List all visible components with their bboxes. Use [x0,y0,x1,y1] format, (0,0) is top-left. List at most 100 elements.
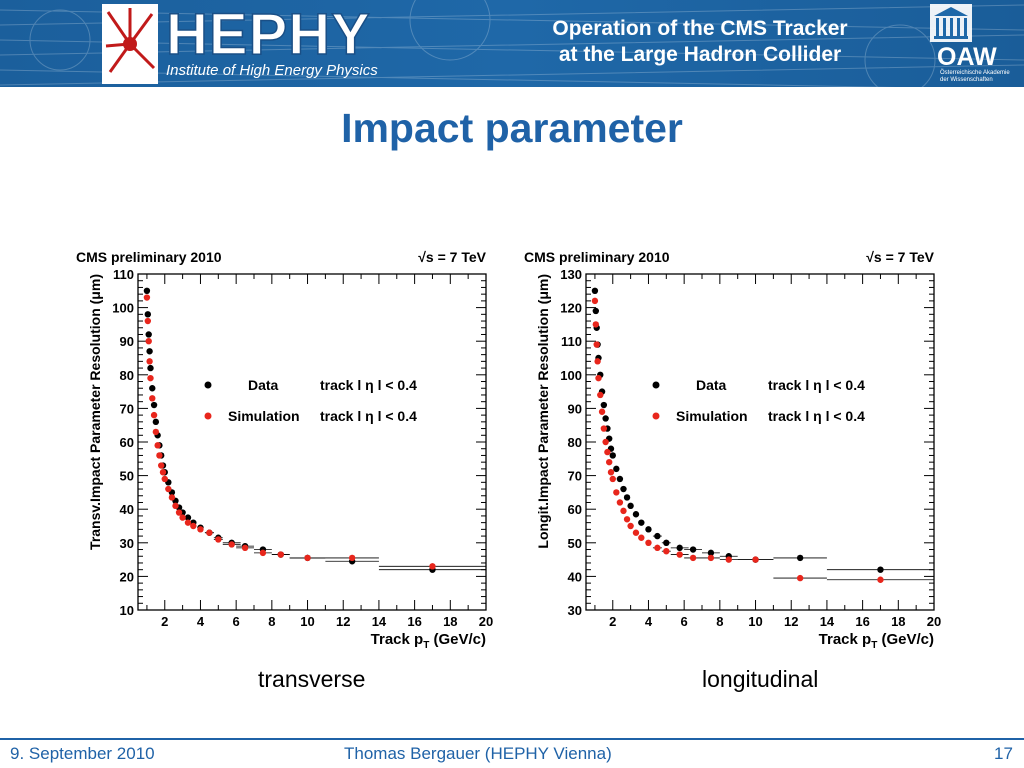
caption-transverse: transverse [258,666,366,692]
simulation-point [429,563,436,570]
legend-qualifier: track l η l < 0.4 [768,408,865,424]
data-point [600,401,608,409]
y-tick-label: 100 [560,368,582,383]
data-point [184,514,192,521]
data-point [632,511,640,518]
simulation-point [638,534,645,541]
data-point [676,544,683,552]
simulation-point [348,554,356,562]
data-point [654,532,661,540]
oaw-logo-text: OAW [937,43,997,71]
x-tick-label: 20 [927,614,941,629]
simulation-point [676,551,683,558]
simulation-point [604,448,611,456]
data-point [638,519,645,526]
simulation-point [175,509,183,516]
x-tick-label: 18 [443,614,457,629]
y-axis-label: Longit.Impact Parameter Resolution (μm) [535,274,551,549]
simulation-point [593,341,600,348]
simulation-point [228,541,235,548]
footer-author: Thomas Bergauer (HEPHY Vienna) [344,744,612,763]
data-point [796,554,804,562]
data-point [146,348,153,355]
x-tick-label: 14 [820,614,835,629]
energy-label: √s = 7 TeV [866,249,934,265]
simulation-point [259,549,267,557]
y-tick-label: 90 [120,334,134,349]
x-tick-label: 12 [784,614,798,629]
simulation-point [150,411,158,419]
logo-subtitle: Institute of High Energy Physics [166,62,378,79]
simulation-point [165,485,172,493]
simulation-point [179,514,186,521]
x-tick-label: 8 [716,614,723,629]
simulation-point [689,554,697,562]
x-tick-label: 2 [609,614,616,629]
header-bar: HEPHY Institute of High Energy Physics O… [0,0,1024,87]
y-tick-label: 90 [568,401,582,416]
simulation-point [632,529,640,536]
x-tick-label: 12 [336,614,350,629]
simulation-point [663,548,670,555]
legend-qualifier: track l η l < 0.4 [768,377,865,393]
simulation-point [613,489,620,496]
simulation-point [598,408,606,415]
data-point [150,401,158,409]
x-tick-label: 4 [645,614,653,629]
data-point [147,364,154,372]
slide-title: Impact parameter [341,105,683,151]
simulation-point [161,475,168,483]
simulation-point [146,358,153,365]
page-number: 17 [994,744,1013,763]
chart-title: CMS preliminary 2010 [524,249,670,265]
data-point [663,539,670,546]
simulation-point [606,458,613,466]
x-tick-label: 16 [855,614,869,629]
simulation-point [159,469,167,476]
y-tick-label: 30 [568,603,582,618]
data-point [645,526,652,533]
logo-wordmark: HEPHY [165,2,371,67]
y-tick-label: 100 [112,301,134,316]
data-point [609,452,616,459]
x-tick-label: 20 [479,614,493,629]
simulation-point [197,526,204,533]
data-point [623,494,631,501]
x-axis-label: Track pT (GeV/c) [371,631,486,650]
y-tick-label: 110 [113,267,134,282]
data-point [149,385,156,392]
presentation-title: Operation of the CMS Tracker at the Larg… [470,16,930,68]
y-tick-label: 50 [120,469,134,484]
y-tick-label: 40 [120,502,134,517]
x-tick-label: 6 [681,614,688,629]
simulation-point [168,494,176,501]
simulation-point [707,554,715,562]
data-point [613,465,620,473]
x-tick-label: 10 [300,614,314,629]
legend-qualifier: track l η l < 0.4 [320,377,417,393]
simulation-point [623,516,631,523]
data-point [144,311,152,318]
legend-marker [204,412,212,420]
y-tick-label: 30 [120,536,134,551]
simulation-point [796,574,804,582]
data-point [602,415,609,422]
simulation-point [172,502,179,510]
legend-label: Data [696,377,727,393]
y-tick-label: 60 [568,502,582,517]
simulation-point [145,338,152,345]
simulation-point [592,321,600,328]
simulation-point [184,519,192,526]
simulation-point [602,438,609,446]
y-tick-label: 70 [120,401,134,416]
simulation-point [190,522,197,530]
simulation-point [627,522,634,530]
plot-frame [137,273,487,611]
header-background-pattern [0,0,1024,87]
simulation-point [147,374,154,382]
y-tick-label: 130 [560,267,582,282]
y-tick-label: 120 [560,301,582,316]
simulation-point [609,475,616,483]
simulation-point [654,544,661,552]
legend-label: Simulation [228,408,300,424]
